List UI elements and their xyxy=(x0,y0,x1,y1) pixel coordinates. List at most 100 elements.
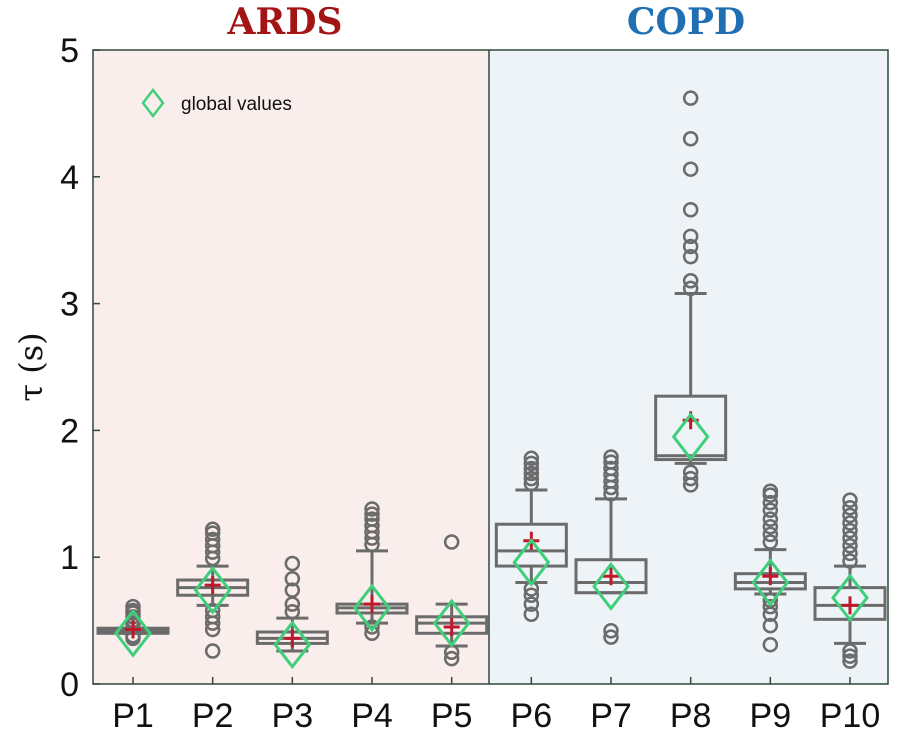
copd-background xyxy=(489,50,888,684)
outlier-point xyxy=(443,534,460,550)
x-tick-label: P2 xyxy=(192,697,234,735)
legend-diamond-icon xyxy=(141,87,165,119)
outlier-point xyxy=(443,650,460,667)
outlier-point xyxy=(284,571,301,587)
global-value-marker xyxy=(671,412,710,462)
box-p10 xyxy=(813,492,887,669)
global-value-marker xyxy=(273,620,312,670)
outlier-point xyxy=(284,555,301,572)
y-tick-label: 0 xyxy=(60,666,79,704)
outlier-point xyxy=(842,522,858,539)
y-tick-label: 5 xyxy=(60,32,79,70)
x-tick-label: P9 xyxy=(750,697,792,735)
box-p2 xyxy=(176,521,250,659)
box-p3 xyxy=(255,555,329,670)
outlier-point xyxy=(603,629,619,645)
outlier-point xyxy=(682,273,699,289)
outlier-point xyxy=(364,511,380,527)
outlier-point xyxy=(603,449,619,465)
x-tick-label: P7 xyxy=(590,697,632,735)
outlier-point xyxy=(204,531,221,548)
outlier-point xyxy=(603,454,619,470)
box-p8 xyxy=(654,90,728,493)
outlier-point xyxy=(762,519,779,535)
group-title-ards: ARDS xyxy=(226,1,342,43)
outlier-point xyxy=(204,521,221,538)
plot-frame xyxy=(92,49,889,685)
y-tick-label: 2 xyxy=(60,412,79,450)
outlier-point xyxy=(842,515,858,531)
box-p6 xyxy=(494,450,568,623)
ards-background xyxy=(93,50,489,684)
outlier-point xyxy=(762,534,779,550)
global-value-marker xyxy=(751,558,790,608)
outlier-point xyxy=(682,470,699,487)
outlier-point xyxy=(842,653,858,669)
box-p5 xyxy=(415,534,489,667)
y-axis-label: τ (s) xyxy=(12,332,50,401)
outlier-point xyxy=(523,460,540,477)
outlier-point xyxy=(523,475,540,492)
outlier-point xyxy=(762,483,779,500)
outlier-point xyxy=(682,464,699,480)
outlier-point xyxy=(842,553,858,569)
outlier-point xyxy=(682,90,699,106)
global-value-marker xyxy=(831,573,869,623)
outlier-point xyxy=(523,587,540,603)
global-value-marker xyxy=(512,537,551,587)
x-axis: P1 P2 P3 P4 P5 P6 P7 P8 P9 P10 xyxy=(112,677,880,735)
box-p9 xyxy=(733,483,807,653)
outlier-point xyxy=(523,606,540,623)
outlier-point xyxy=(603,460,619,477)
x-tick-label: P6 xyxy=(511,697,553,735)
outlier-point xyxy=(523,465,540,482)
legend: global values xyxy=(141,87,292,119)
outlier-point xyxy=(842,643,858,659)
outlier-point xyxy=(204,643,221,659)
outlier-point xyxy=(682,202,699,218)
outlier-point xyxy=(762,636,779,653)
outlier-point xyxy=(364,517,380,534)
outlier-point xyxy=(284,603,301,620)
outlier-point xyxy=(762,526,779,543)
outlier-point xyxy=(842,499,858,516)
x-tick-label: P1 xyxy=(112,697,154,735)
box-p7 xyxy=(574,449,648,645)
outlier-point xyxy=(523,596,540,612)
outlier-point xyxy=(682,248,699,265)
outlier-point xyxy=(603,622,619,639)
x-tick-label: P8 xyxy=(670,697,712,735)
outlier-point xyxy=(762,502,779,519)
outlier-point xyxy=(364,619,380,635)
outlier-point xyxy=(682,238,699,255)
outlier-point xyxy=(842,648,858,664)
outlier-point xyxy=(284,582,301,598)
outlier-point xyxy=(842,507,858,524)
iqr-box xyxy=(494,522,568,568)
outlier-point xyxy=(682,280,699,297)
box-p4 xyxy=(335,501,409,642)
global-value-marker xyxy=(114,608,152,658)
y-axis: 0 1 2 3 4 5 xyxy=(60,32,100,704)
outlier-point xyxy=(762,598,779,615)
y-tick-label: 4 xyxy=(60,159,79,197)
group-title-copd: COPD xyxy=(627,1,745,43)
global-value-marker xyxy=(432,598,471,648)
outlier-point xyxy=(523,450,540,467)
outlier-point xyxy=(842,538,858,554)
x-tick-label: P3 xyxy=(272,697,314,735)
global-value-marker xyxy=(592,561,630,611)
x-tick-label: P5 xyxy=(431,697,473,735)
y-tick-label: 1 xyxy=(60,539,79,577)
outlier-point xyxy=(364,506,380,522)
outlier-point xyxy=(842,530,858,546)
iqr-box xyxy=(574,558,648,595)
outlier-point xyxy=(523,470,540,487)
outlier-point xyxy=(682,161,699,177)
x-tick-label: P4 xyxy=(351,697,393,735)
y-tick-label: 3 xyxy=(60,286,79,324)
outlier-point xyxy=(682,228,699,245)
outlier-point xyxy=(762,494,779,511)
outlier-point xyxy=(762,617,779,634)
